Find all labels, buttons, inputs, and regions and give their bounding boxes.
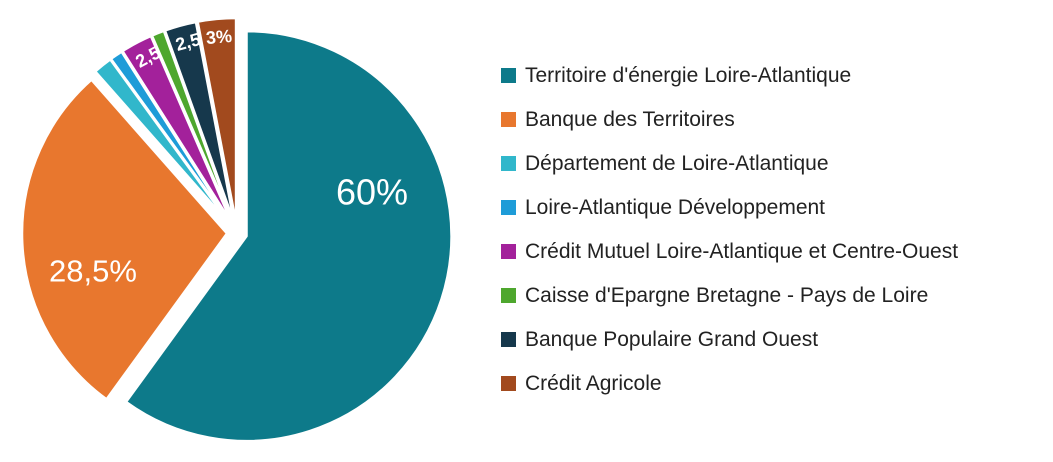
legend-item-4: Loire-Atlantique Développement <box>501 185 958 229</box>
legend-item-1: Territoire d'énergie Loire-Atlantique <box>501 53 958 97</box>
chart-legend: Territoire d'énergie Loire-Atlantique Ban… <box>501 53 958 405</box>
legend-item-5: Crédit Mutuel Loire-Atlantique et Centre… <box>501 229 958 273</box>
legend-item-8: Crédit Agricole <box>501 361 958 405</box>
legend-label: Crédit Mutuel Loire-Atlantique et Centre… <box>525 239 959 263</box>
legend-swatch-icon <box>501 243 516 259</box>
pie-data-label: 3% <box>205 26 233 48</box>
legend-swatch-icon <box>501 111 516 127</box>
pie-slice-1 <box>124 29 453 443</box>
pie-slice-2 <box>20 78 229 401</box>
legend-item-2: Banque des Territoires <box>501 97 958 141</box>
pie-slice-8 <box>196 16 238 225</box>
legend-label: Territoire d'énergie Loire-Atlantique <box>525 63 852 87</box>
legend-swatch-icon <box>501 375 516 391</box>
legend-label: Banque Populaire Grand Ouest <box>525 327 819 351</box>
legend-label: Banque des Territoires <box>525 107 735 131</box>
legend-swatch-icon <box>501 67 516 83</box>
pie-data-label: 60% <box>336 172 408 213</box>
legend-swatch-icon <box>501 155 516 171</box>
legend-item-7: Banque Populaire Grand Ouest <box>501 317 958 361</box>
legend-swatch-icon <box>501 287 516 303</box>
legend-label: Caisse d'Epargne Bretagne - Pays de Loir… <box>525 283 929 307</box>
legend-swatch-icon <box>501 331 516 347</box>
pie-chart: 60%28,5%2,52,5 3% <box>20 16 453 443</box>
legend-label: Département de Loire-Atlantique <box>525 151 829 175</box>
legend-item-3: Département de Loire-Atlantique <box>501 141 958 185</box>
legend-label: Crédit Agricole <box>525 371 662 395</box>
pie-data-label: 28,5% <box>49 254 137 289</box>
legend-swatch-icon <box>501 199 516 215</box>
pie-slice-7 <box>163 20 236 225</box>
legend-item-6: Caisse d'Epargne Bretagne - Pays de Loir… <box>501 273 958 317</box>
legend-label: Loire-Atlantique Développement <box>525 195 826 219</box>
